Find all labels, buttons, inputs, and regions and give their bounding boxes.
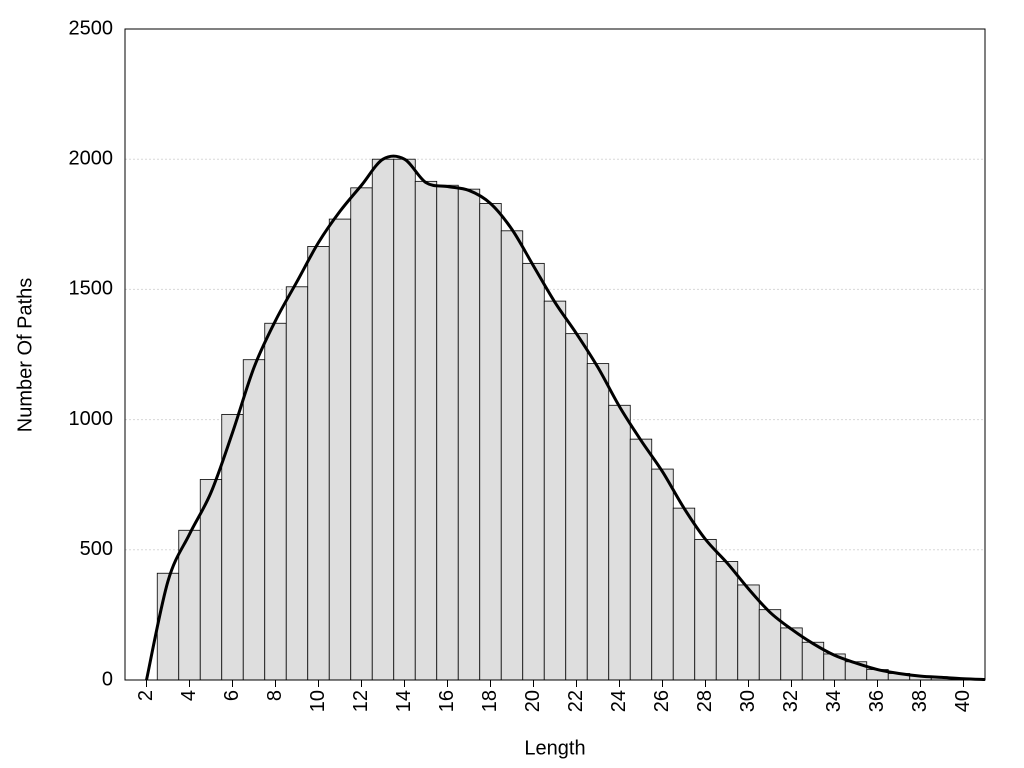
x-tick-label: 40 [952,690,974,712]
x-tick-label: 8 [264,690,286,701]
bar [608,404,631,681]
x-tick-label: 22 [565,690,587,712]
x-tick-label: 20 [522,690,544,712]
x-tick-label: 28 [694,690,716,712]
bar [371,158,395,681]
bar [350,187,373,681]
y-tick-label: 1500 [69,278,114,300]
y-axis-label: Number Of Paths [14,278,36,433]
bar [715,561,739,681]
y-tick-label: 2000 [69,147,114,169]
y-tick-label: 0 [102,668,113,690]
x-tick-label: 36 [866,690,888,712]
x-tick-label: 4 [178,690,200,701]
bar [672,507,696,681]
x-tick-label: 26 [651,690,673,712]
bar [178,529,201,681]
bar [543,300,567,681]
bar [479,203,502,681]
plot-frame [124,28,986,681]
x-tick-label: 34 [823,690,845,712]
bar [436,184,459,681]
bar [694,538,717,681]
x-tick-label: 18 [479,690,501,712]
bar [285,286,309,681]
bar [586,363,610,681]
x-tick-label: 24 [608,690,630,712]
bar [328,218,352,681]
bar [414,180,438,681]
x-tick-label: 12 [350,690,372,712]
bar [522,262,545,681]
density-line [145,154,986,681]
bar [565,333,588,681]
y-tick-label: 500 [80,538,113,560]
x-tick-label: 30 [737,690,759,712]
x-tick-label: 38 [909,690,931,712]
x-tick-label: 14 [393,690,415,712]
bar [500,230,524,681]
bar [651,468,674,681]
bar [264,322,287,681]
bar [457,188,481,681]
x-tick-label: 2 [135,690,157,701]
bar [307,246,330,681]
y-tick-label: 1000 [69,408,114,430]
bar [393,158,416,681]
bar [242,359,266,681]
x-tick-label: 10 [307,690,329,712]
x-tick-label: 32 [780,690,802,712]
bar [629,438,653,681]
y-tick-label: 2500 [69,17,114,39]
x-tick-label: 6 [221,690,243,701]
x-tick-label: 16 [436,690,458,712]
bar [156,572,180,681]
x-axis-label: Length [524,737,585,759]
